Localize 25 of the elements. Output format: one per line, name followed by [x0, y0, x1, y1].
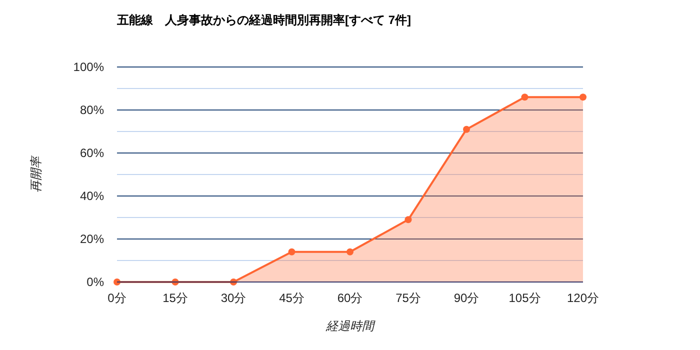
x-tick-label: 120分 [566, 291, 600, 305]
point [404, 216, 412, 224]
point [580, 94, 586, 101]
y-tick-label: 0% [86, 275, 104, 289]
y-tick-label: 20% [80, 232, 104, 246]
x-tick-label: 45分 [279, 291, 304, 305]
x-tick-label: 15分 [162, 291, 188, 305]
y-tick-label: 60% [80, 146, 104, 160]
x-tick-label: 105分 [508, 291, 541, 305]
point [463, 126, 470, 133]
y-tick-label: 100% [73, 60, 104, 74]
x-tick-label: 30分 [220, 291, 246, 305]
point [521, 94, 528, 101]
y-axis-title: 再開率 [29, 154, 43, 192]
y-tick-label: 80% [80, 103, 104, 117]
point [114, 278, 120, 286]
point [288, 248, 296, 256]
x-tick-label: 0分 [108, 291, 126, 305]
chart-title: 五能線 人身事故からの経過時間別再開率[すべて 7件] [116, 13, 412, 27]
point [346, 248, 354, 256]
x-tick-label: 90分 [454, 291, 480, 305]
x-axis-title: 経過時間 [325, 319, 376, 333]
y-tick-label: 40% [80, 189, 104, 203]
x-tick-label: 60分 [337, 291, 363, 305]
x-tick-label: 75分 [396, 291, 421, 305]
